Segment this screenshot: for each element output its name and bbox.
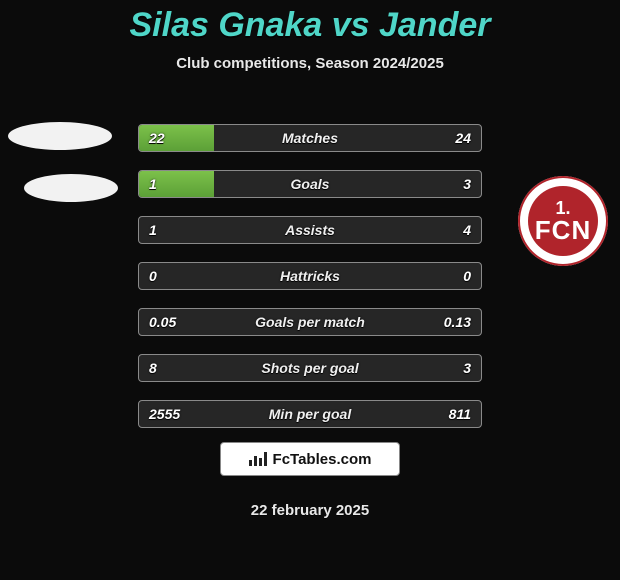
site-logo: FcTables.com <box>220 442 400 476</box>
stat-value-right: 4 <box>463 217 471 243</box>
stat-row: 1Assists4 <box>138 216 482 244</box>
stat-label: Shots per goal <box>139 355 481 381</box>
stat-label: Matches <box>139 125 481 151</box>
stat-row: 0Hattricks0 <box>138 262 482 290</box>
stats-bars: 22Matches24 1Goals3 1Assists4 0Hattricks0 0.… <box>138 124 482 446</box>
stat-label: Assists <box>139 217 481 243</box>
stat-row: 2555Min per goal811 <box>138 400 482 428</box>
stat-row: 0.05Goals per match0.13 <box>138 308 482 336</box>
stat-row: 22Matches24 <box>138 124 482 152</box>
barchart-icon <box>249 452 267 466</box>
stat-value-right: 0.13 <box>444 309 471 335</box>
stat-value-right: 811 <box>449 401 471 427</box>
page-title: Silas Gnaka vs Jander <box>0 0 620 45</box>
stat-row: 1Goals3 <box>138 170 482 198</box>
club-badge-line2: FCN <box>535 217 591 243</box>
date-text: 22 february 2025 <box>0 502 620 519</box>
stat-value-right: 3 <box>463 355 471 381</box>
stat-value-right: 0 <box>463 263 471 289</box>
stat-value-right: 24 <box>455 125 471 151</box>
stat-label: Hattricks <box>139 263 481 289</box>
club-badge-text: 1. FCN <box>518 176 608 266</box>
stat-label: Min per goal <box>139 401 481 427</box>
club-badge-right: 1. FCN <box>518 176 608 266</box>
subtitle: Club competitions, Season 2024/2025 <box>0 55 620 72</box>
stat-label: Goals <box>139 171 481 197</box>
player-left-avatar-shape-2 <box>24 174 118 202</box>
stat-value-right: 3 <box>463 171 471 197</box>
stat-label: Goals per match <box>139 309 481 335</box>
stat-row: 8Shots per goal3 <box>138 354 482 382</box>
player-left-avatar-shape-1 <box>8 122 112 150</box>
site-logo-text: FcTables.com <box>273 451 372 468</box>
